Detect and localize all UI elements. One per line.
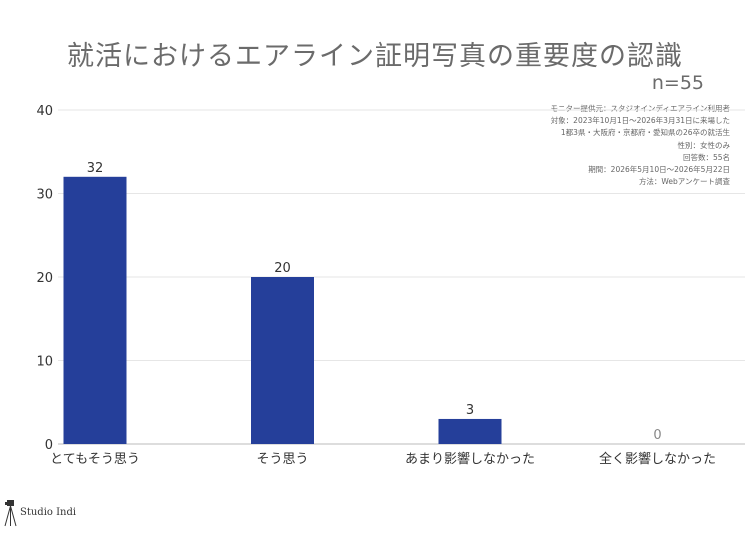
note-line: 1都3県・大阪府・京都府・愛知県の26卒の就活生 — [560, 128, 730, 138]
note-line: 期間：2026年5月10日〜2026年5月22日 — [588, 165, 730, 175]
note-line: モニター提供元：スタジオインディエアライン利用者 — [550, 104, 730, 113]
x-tick-label: あまり影響しなかった — [405, 451, 535, 467]
y-tick-label: 30 — [36, 188, 53, 203]
y-tick-label: 10 — [36, 355, 53, 370]
data-label: 20 — [274, 261, 291, 276]
data-label: 32 — [87, 161, 104, 176]
chart-subtitle: n=55 — [651, 72, 704, 94]
brand-logo: Studio Indi — [0, 498, 120, 528]
note-line: 方法：Webアンケート調査 — [638, 177, 730, 187]
y-tick-label: 20 — [36, 271, 53, 286]
bar — [438, 418, 502, 444]
data-label: 0 — [653, 428, 661, 443]
x-tick-label: そう思う — [256, 452, 308, 467]
x-tick-label: とてもそう思う — [50, 452, 140, 467]
survey-notes: モニター提供元：スタジオインディエアライン利用者 対象：2023年10月1日〜2… — [551, 103, 730, 188]
bar — [251, 277, 314, 444]
x-tick-label: 全く影響しなかった — [599, 451, 716, 467]
camera-tripod-icon — [4, 500, 17, 527]
brand-name: Studio Indi — [20, 507, 77, 518]
data-label: 3 — [466, 403, 474, 418]
chart-title: 就活におけるエアライン証明写真の重要度の認識 — [67, 41, 683, 72]
note-line: 回答数：55名 — [682, 152, 730, 162]
bar — [63, 176, 127, 445]
y-tick-label: 0 — [45, 438, 53, 453]
note-line: 対象：2023年10月1日〜2026年3月31日に来場した — [550, 116, 730, 126]
y-tick-label: 40 — [36, 104, 53, 119]
note-line: 性別：女性のみ — [677, 140, 731, 150]
